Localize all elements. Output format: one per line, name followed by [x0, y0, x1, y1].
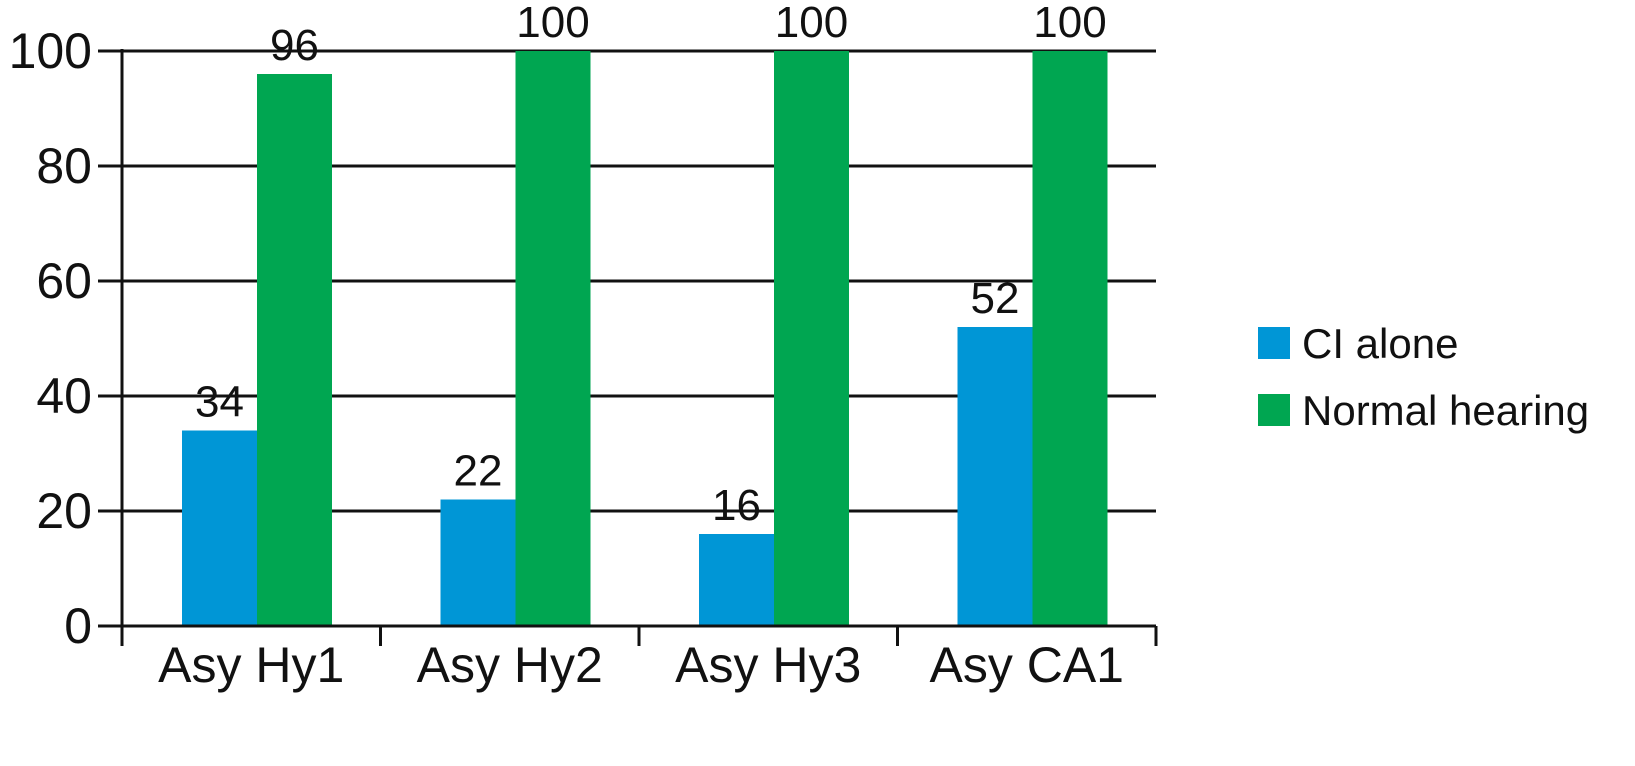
x-axis-categories: Asy Hy1 Asy Hy2 Asy Hy3 Asy CA1: [158, 637, 1124, 693]
data-label: 96: [270, 21, 319, 70]
legend-swatch: [1258, 327, 1290, 359]
bar-normal-hearing: [774, 51, 849, 626]
bar-ci-alone: [957, 327, 1033, 626]
data-label: 16: [712, 481, 761, 530]
y-axis-ticks: 0 20 40 60 80 100: [9, 23, 92, 654]
bar-normal-hearing: [515, 51, 591, 626]
data-label: 52: [971, 274, 1020, 323]
data-label: 100: [775, 0, 848, 47]
bar-normal-hearing: [1032, 51, 1108, 626]
data-label: 100: [516, 0, 589, 47]
x-category-label: Asy Hy2: [417, 637, 603, 693]
axes: [98, 49, 1158, 646]
legend-label: CI alone: [1302, 320, 1458, 367]
y-tick-label: 20: [36, 483, 92, 539]
data-label: 22: [454, 447, 503, 496]
x-category-label: Asy Hy1: [158, 637, 344, 693]
bar-ci-alone: [182, 430, 257, 626]
y-tick-label: 60: [36, 253, 92, 309]
bar-ci-alone: [699, 534, 774, 626]
data-label: 34: [195, 378, 244, 427]
y-tick-label: 100: [9, 23, 92, 79]
x-category-label: Asy Hy3: [675, 637, 861, 693]
bars: [182, 51, 1108, 626]
y-tick-label: 80: [36, 138, 92, 194]
data-labels: 34 96 22 100 16 100 52 100: [195, 0, 1107, 530]
bar-ci-alone: [440, 499, 516, 626]
legend-label: Normal hearing: [1302, 387, 1589, 434]
x-category-label: Asy CA1: [929, 637, 1124, 693]
y-tick-label: 0: [64, 598, 92, 654]
legend-swatch: [1258, 394, 1290, 426]
data-label: 100: [1033, 0, 1106, 47]
bar-normal-hearing: [257, 74, 332, 626]
y-tick-label: 40: [36, 368, 92, 424]
legend: CI alone Normal hearing: [1258, 320, 1589, 434]
